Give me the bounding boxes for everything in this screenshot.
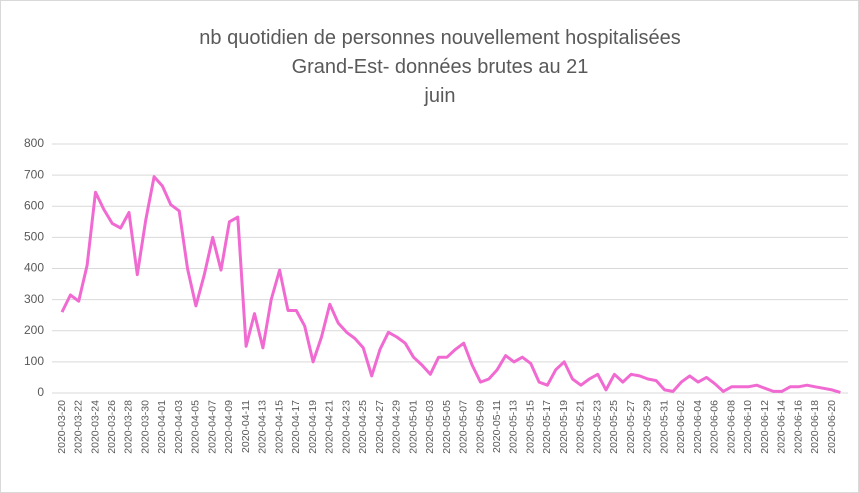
x-tick-label: 2020-04-13 [257, 400, 269, 454]
y-tick-label: 400 [24, 261, 44, 275]
x-tick-label: 2020-03-30 [139, 400, 151, 454]
x-tick-label: 2020-04-21 [324, 400, 336, 454]
x-tick-label: 2020-03-28 [123, 400, 135, 454]
y-tick-label: 700 [24, 167, 44, 181]
x-tick-label: 2020-04-15 [273, 400, 285, 454]
chart-title: juin [423, 85, 455, 107]
y-tick-label: 100 [24, 354, 44, 368]
x-tick-label: 2020-06-08 [725, 400, 737, 454]
y-tick-label: 300 [24, 292, 44, 306]
x-tick-label: 2020-06-04 [692, 400, 704, 454]
x-tick-label: 2020-04-09 [223, 400, 235, 454]
x-tick-label: 2020-04-01 [156, 400, 168, 454]
x-tick-label: 2020-05-27 [625, 400, 637, 454]
x-tick-label: 2020-04-25 [357, 400, 369, 454]
x-tick-label: 2020-04-03 [173, 400, 185, 454]
y-tick-label: 600 [24, 198, 44, 212]
x-tick-label: 2020-04-29 [391, 400, 403, 454]
x-tick-label: 2020-05-25 [608, 400, 620, 454]
x-tick-label: 2020-05-13 [508, 400, 520, 454]
x-tick-label: 2020-05-19 [558, 400, 570, 454]
x-tick-label: 2020-04-05 [190, 400, 202, 454]
x-tick-label: 2020-05-17 [541, 400, 553, 454]
chart-title: nb quotidien de personnes nouvellement h… [199, 27, 680, 49]
x-tick-label: 2020-06-02 [675, 400, 687, 454]
x-tick-label: 2020-05-03 [424, 400, 436, 454]
x-tick-label: 2020-05-31 [658, 400, 670, 454]
y-tick-label: 0 [37, 385, 44, 399]
data-line [60, 175, 841, 394]
x-tick-label: 2020-04-23 [340, 400, 352, 454]
x-tick-label: 2020-03-26 [106, 400, 118, 454]
chart-title: Grand-Est- données brutes au 21 [292, 56, 589, 78]
x-tick-label: 2020-06-06 [709, 400, 721, 454]
x-tick-label: 2020-06-12 [759, 400, 771, 454]
x-tick-label: 2020-05-09 [474, 400, 486, 454]
x-tick-label: 2020-05-29 [642, 400, 654, 454]
y-tick-label: 500 [24, 230, 44, 244]
x-tick-label: 2020-04-27 [374, 400, 386, 454]
x-tick-label: 2020-05-07 [458, 400, 470, 454]
x-tick-label: 2020-06-14 [776, 400, 788, 454]
x-tick-label: 2020-05-15 [524, 400, 536, 454]
x-tick-label: 2020-06-18 [809, 400, 821, 454]
x-tick-label: 2020-04-11 [240, 400, 252, 453]
y-tick-label: 800 [24, 136, 44, 150]
x-tick-label: 2020-03-24 [89, 400, 101, 454]
x-tick-label: 2020-03-22 [73, 400, 85, 454]
x-tick-label: 2020-05-21 [575, 400, 587, 454]
x-tick-label: 2020-04-17 [290, 400, 302, 454]
x-tick-label: 2020-06-16 [792, 400, 804, 454]
x-tick-label: 2020-04-07 [206, 400, 218, 454]
y-tick-label: 200 [24, 323, 44, 337]
x-tick-label: 2020-06-10 [742, 400, 754, 454]
x-tick-label: 2020-03-20 [56, 400, 68, 454]
x-tick-label: 2020-05-05 [441, 400, 453, 454]
x-tick-label: 2020-04-19 [307, 400, 319, 454]
x-tick-label: 2020-05-11 [491, 400, 503, 453]
x-tick-label: 2020-05-01 [407, 400, 419, 454]
x-tick-label: 2020-06-20 [826, 400, 838, 454]
x-tick-label: 2020-05-23 [591, 400, 603, 454]
